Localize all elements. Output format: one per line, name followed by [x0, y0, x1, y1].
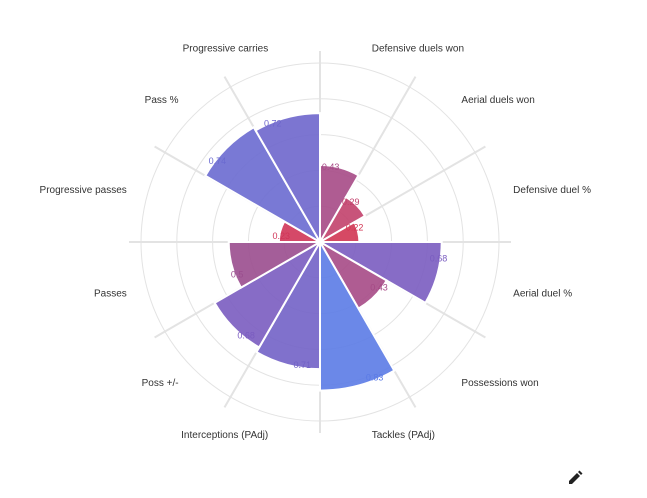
value-label: 0.5: [231, 270, 244, 280]
category-label: Tackles (PAdj): [372, 430, 435, 441]
bar: [255, 238, 321, 371]
value-label: 0.71: [294, 360, 312, 370]
pencil-body: [569, 473, 580, 484]
category-label: Passes: [94, 288, 127, 299]
pencil-tip: [578, 470, 583, 475]
value-label: 0.22: [346, 222, 364, 232]
value-label: 0.68: [430, 253, 448, 263]
bar: [203, 125, 323, 245]
value-label: 0.43: [370, 283, 388, 293]
category-label: Pass %: [145, 95, 179, 106]
category-label: Defensive duel %: [513, 185, 591, 196]
category-label: Aerial duels won: [461, 95, 534, 106]
category-label: Aerial duel %: [513, 288, 572, 299]
category-label: Possessions won: [461, 378, 538, 389]
bar: [319, 238, 396, 392]
value-label: 0.83: [366, 372, 384, 382]
value-label: 0.29: [342, 197, 360, 207]
value-label: 0.72: [264, 119, 282, 129]
category-label: Defensive duels won: [372, 43, 464, 54]
edit-icon[interactable]: [569, 470, 583, 485]
bar: [316, 241, 443, 305]
bar: [254, 112, 321, 246]
value-label: 0.68: [237, 331, 255, 341]
value-label: 0.23: [272, 231, 290, 241]
value-label: 0.43: [322, 162, 340, 172]
value-label: 0.74: [209, 156, 227, 166]
bar: [317, 195, 367, 245]
category-label: Interceptions (PAdj): [181, 430, 268, 441]
category-label: Progressive passes: [40, 185, 127, 196]
category-label: Progressive carries: [183, 43, 269, 54]
bar: [227, 241, 324, 290]
category-label: Poss +/-: [142, 378, 179, 389]
bar: [213, 239, 323, 349]
